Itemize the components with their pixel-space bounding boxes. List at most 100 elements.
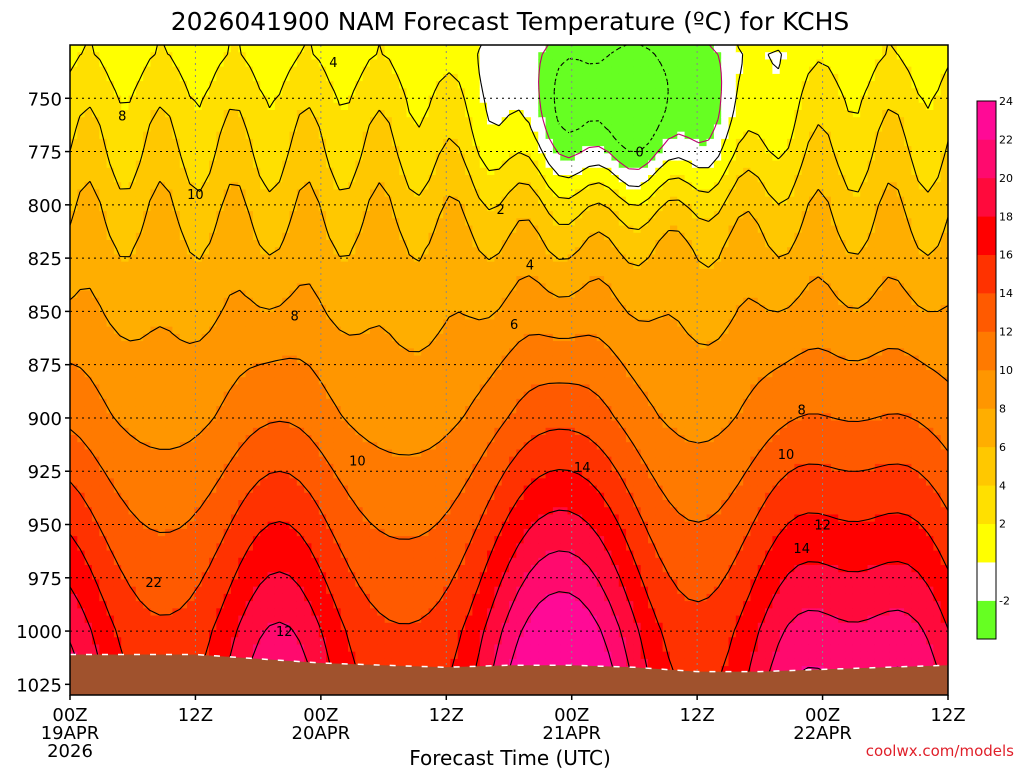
field-cell	[428, 312, 437, 321]
field-cell	[282, 268, 291, 277]
field-cell	[443, 189, 452, 198]
field-cell	[194, 95, 203, 104]
field-cell	[70, 117, 78, 126]
field-cell	[245, 102, 254, 111]
field-cell	[99, 319, 108, 328]
field-cell	[413, 312, 422, 321]
field-cell	[282, 110, 291, 118]
field-cell	[326, 608, 334, 617]
field-cell	[135, 131, 144, 140]
field-cell	[465, 449, 474, 458]
field-cell	[150, 95, 159, 104]
field-cell	[406, 73, 415, 82]
field-cell	[172, 565, 181, 573]
field-cell	[165, 413, 174, 422]
field-cell	[77, 456, 86, 465]
field-cell	[377, 521, 386, 530]
field-cell	[457, 579, 466, 588]
field-cell	[326, 131, 334, 140]
field-cell	[216, 420, 225, 429]
field-cell	[150, 435, 159, 443]
field-cell	[223, 557, 232, 566]
field-cell	[128, 435, 137, 443]
field-cell	[296, 81, 305, 89]
field-cell	[179, 507, 188, 516]
field-cell	[465, 565, 474, 573]
field-cell	[311, 507, 320, 516]
field-cell	[267, 167, 276, 176]
field-cell	[274, 463, 283, 472]
field-cell	[187, 247, 195, 256]
field-cell	[413, 218, 422, 227]
field-cell	[128, 341, 137, 349]
field-cell	[70, 420, 78, 429]
field-cell	[362, 644, 371, 653]
field-cell	[252, 276, 261, 284]
field-cell	[311, 203, 320, 212]
field-cell	[333, 449, 342, 458]
field-cell	[70, 550, 78, 559]
field-cell	[450, 500, 459, 508]
field-cell	[274, 182, 283, 191]
field-cell	[333, 658, 342, 667]
field-cell	[91, 550, 100, 559]
field-cell	[421, 297, 430, 306]
field-cell	[70, 435, 78, 443]
field-cell	[377, 225, 386, 234]
field-cell	[209, 543, 217, 552]
field-cell	[457, 283, 466, 292]
field-cell	[399, 276, 408, 284]
field-cell	[91, 427, 100, 436]
field-cell	[252, 153, 261, 162]
field-cell	[172, 637, 181, 646]
field-cell	[84, 644, 93, 653]
field-cell	[179, 297, 188, 306]
field-cell	[289, 456, 298, 465]
field-cell	[267, 254, 276, 263]
field-cell	[157, 240, 166, 248]
field-cell	[384, 102, 393, 111]
field-cell	[260, 406, 269, 414]
field-cell	[106, 211, 115, 219]
field-cell	[135, 601, 144, 609]
field-cell	[457, 449, 466, 458]
field-cell	[333, 565, 342, 573]
field-cell	[128, 579, 137, 588]
field-cell	[135, 312, 144, 321]
field-cell	[238, 485, 247, 494]
field-cell	[165, 593, 174, 602]
field-cell	[128, 290, 137, 299]
field-cell	[91, 557, 100, 566]
field-cell	[99, 550, 108, 559]
field-cell	[274, 218, 283, 227]
field-cell	[311, 593, 320, 602]
field-cell	[428, 247, 437, 256]
field-cell	[165, 218, 174, 227]
field-cell	[201, 377, 210, 386]
field-cell	[260, 196, 269, 205]
field-cell	[113, 362, 122, 371]
field-cell	[384, 326, 393, 335]
field-cell	[457, 124, 466, 133]
field-cell	[252, 456, 261, 465]
field-cell	[187, 637, 195, 646]
field-cell	[289, 341, 298, 349]
field-cell	[274, 341, 283, 349]
field-cell	[421, 305, 430, 313]
field-cell	[113, 283, 122, 292]
field-cell	[362, 66, 371, 75]
field-cell	[326, 593, 334, 602]
field-cell	[194, 644, 203, 653]
field-cell	[435, 146, 444, 154]
field-cell	[172, 73, 181, 82]
field-cell	[399, 268, 408, 277]
field-cell	[340, 586, 349, 595]
field-cell	[413, 196, 422, 205]
field-cell	[216, 507, 225, 516]
field-cell	[267, 348, 276, 357]
field-cell	[245, 579, 254, 588]
field-cell	[289, 362, 298, 371]
field-cell	[435, 138, 444, 147]
field-cell	[260, 593, 269, 602]
field-cell	[399, 211, 408, 219]
